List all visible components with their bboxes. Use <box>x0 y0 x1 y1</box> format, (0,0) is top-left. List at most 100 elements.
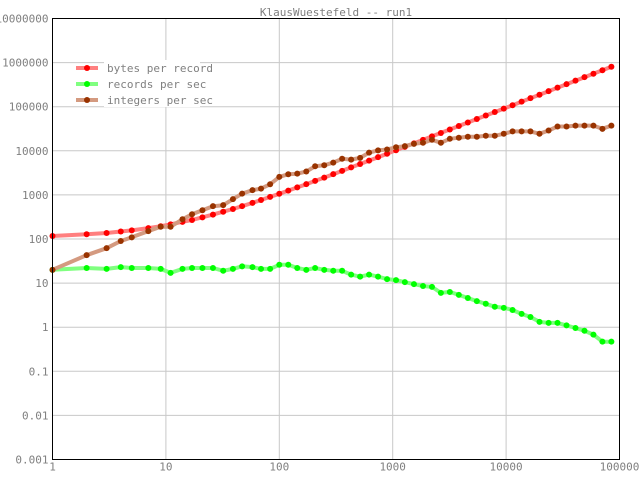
data-point <box>249 264 256 271</box>
data-point <box>357 273 364 280</box>
series-line <box>51 123 613 272</box>
data-point <box>294 264 301 271</box>
legend: bytes per record records per sec integers … <box>76 60 213 107</box>
data-point <box>179 216 186 223</box>
data-point <box>249 199 256 206</box>
data-point <box>128 227 135 234</box>
data-point <box>572 77 579 84</box>
data-point <box>229 196 236 203</box>
legend-marker <box>84 81 90 87</box>
data-point <box>563 322 570 329</box>
data-point <box>312 264 319 271</box>
data-point <box>189 216 196 223</box>
data-point <box>303 266 310 273</box>
legend-marker <box>84 97 90 103</box>
data-point <box>554 84 561 91</box>
data-point <box>199 264 206 271</box>
data-point <box>393 277 400 284</box>
legend-label: records per sec <box>107 78 206 91</box>
data-point <box>189 264 196 271</box>
data-point <box>446 288 453 295</box>
data-point <box>500 304 507 311</box>
legend-label: bytes per record <box>107 62 213 75</box>
data-point <box>220 267 227 274</box>
data-point <box>527 95 534 102</box>
data-point <box>455 123 462 130</box>
data-point <box>375 273 382 280</box>
data-point <box>384 150 391 157</box>
plot-frame <box>52 18 620 460</box>
y-tick-label: 10000 <box>15 145 48 158</box>
data-point <box>103 245 110 252</box>
y-tick-label: 0.01 <box>22 409 49 422</box>
y-tick-label: 100000 <box>9 101 49 114</box>
data-point <box>482 300 489 307</box>
y-tick-label: 0.001 <box>15 454 48 467</box>
data-point <box>220 208 227 215</box>
data-point <box>401 279 408 286</box>
series-records-per-sec <box>49 261 615 345</box>
data-point <box>491 109 498 116</box>
series-integers-per-sec <box>49 122 615 273</box>
data-point <box>103 265 110 272</box>
data-point <box>220 202 227 209</box>
x-tick-label: 1 <box>49 461 56 474</box>
data-point <box>536 130 543 137</box>
data-point <box>199 207 206 214</box>
data-point <box>464 133 471 140</box>
data-point <box>145 228 152 235</box>
data-point <box>239 190 246 197</box>
data-point <box>117 264 124 271</box>
data-point <box>321 266 328 273</box>
data-point <box>563 123 570 130</box>
series-line <box>52 262 612 344</box>
data-point <box>179 265 186 272</box>
y-tick-label: 1000000 <box>2 57 48 70</box>
data-point <box>375 154 382 161</box>
data-point <box>518 98 525 105</box>
data-point <box>239 203 246 210</box>
data-point <box>455 134 462 141</box>
data-point <box>590 70 597 77</box>
data-point <box>303 168 310 175</box>
legend-item: bytes per record <box>76 62 213 75</box>
data-point <box>258 185 265 192</box>
data-point <box>545 88 552 95</box>
data-point <box>410 140 417 147</box>
data-point <box>285 261 292 268</box>
data-point <box>294 170 301 177</box>
data-point <box>239 263 246 270</box>
y-tick-label: 1000 <box>22 189 49 202</box>
data-point <box>509 307 516 314</box>
data-point <box>366 271 373 278</box>
data-point <box>128 234 135 241</box>
data-point <box>410 281 417 288</box>
data-point <box>330 159 337 166</box>
data-point <box>473 133 480 140</box>
legend-label: integers per sec <box>107 94 213 107</box>
data-point <box>339 167 346 174</box>
data-point <box>249 187 256 194</box>
data-point <box>330 171 337 178</box>
data-point <box>321 162 328 169</box>
data-point <box>267 193 274 200</box>
series-group <box>49 63 615 345</box>
data-point <box>167 269 174 276</box>
data-point <box>348 271 355 278</box>
data-point <box>276 261 283 268</box>
data-point <box>321 174 328 181</box>
y-tick-label: 0.1 <box>29 365 49 378</box>
data-point <box>473 298 480 305</box>
data-point <box>209 203 216 210</box>
data-point <box>518 310 525 317</box>
data-point <box>339 267 346 274</box>
data-point <box>482 112 489 119</box>
data-point <box>117 228 124 235</box>
data-point <box>581 74 588 81</box>
data-point <box>229 265 236 272</box>
data-point <box>393 144 400 151</box>
data-point <box>509 128 516 135</box>
data-point <box>276 190 283 197</box>
data-point <box>276 173 283 180</box>
data-point <box>285 171 292 178</box>
